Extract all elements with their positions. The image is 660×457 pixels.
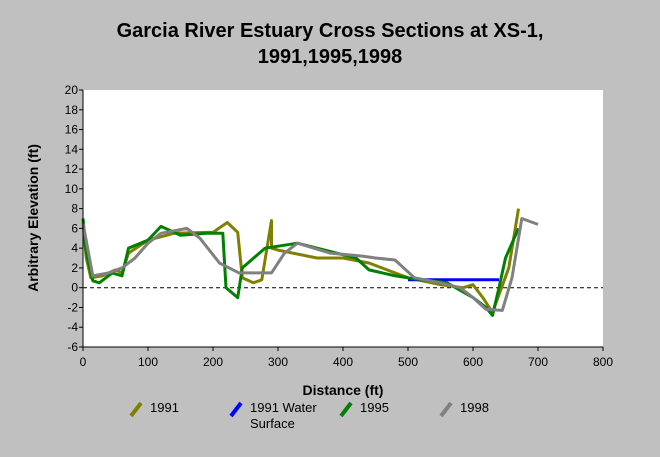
legend-swatch-1991-water-surface — [229, 401, 243, 418]
legend-label-1991: 1991 — [150, 400, 179, 415]
x-tick-label: 500 — [398, 355, 418, 369]
x-tick-label: 100 — [138, 355, 158, 369]
legend-item-1991-water-surface: 1991 Water Surface — [228, 400, 350, 432]
series-line-1991 — [81, 208, 520, 314]
chart-title-line-1: Garcia River Estuary Cross Sections at X… — [116, 20, 544, 42]
y-tick-label: 16 — [65, 123, 79, 137]
y-tick-label: 4 — [71, 241, 78, 255]
x-tick-label: 300 — [268, 355, 288, 369]
x-tick-label: 400 — [333, 355, 353, 369]
y-tick-label: -6 — [67, 340, 78, 354]
y-tick-label: 12 — [65, 162, 79, 176]
series-line-1998 — [81, 217, 539, 312]
legend-swatch-1991 — [129, 401, 143, 418]
y-tick-label: 10 — [65, 182, 79, 196]
legend-swatch-1995 — [339, 401, 353, 418]
y-tick-label: 0 — [71, 281, 78, 295]
x-tick-label: 0 — [80, 355, 87, 369]
y-tick-label: 18 — [65, 103, 79, 117]
legend-item-1991: 1991 — [128, 400, 260, 418]
legend-item-1995: 1995 — [338, 400, 470, 418]
x-axis-label: Distance (ft) — [303, 382, 384, 398]
x-tick-label: 700 — [528, 355, 548, 369]
legend-label-1991-water-surface: 1991 Water Surface — [250, 400, 317, 431]
x-tick-label: 800 — [593, 355, 613, 369]
y-tick-label: -4 — [67, 320, 78, 334]
chart-title: Garcia River Estuary Cross Sections at X… — [0, 18, 660, 70]
y-tick-label: -2 — [67, 300, 78, 314]
legend-label-1995: 1995 — [360, 400, 389, 415]
y-tick-label: 14 — [65, 142, 79, 156]
legend-swatch-1998 — [439, 401, 453, 418]
legend: 1991 1991 Water Surface 1995 1998 — [0, 400, 660, 450]
legend-item-1998: 1998 — [438, 400, 570, 418]
y-axis-label: Arbitrary Elevation (ft) — [25, 144, 41, 292]
y-tick-label: 20 — [65, 83, 79, 97]
legend-label-1998: 1998 — [460, 400, 489, 415]
x-tick-label: 200 — [203, 355, 223, 369]
x-tick-label: 600 — [463, 355, 483, 369]
chart-title-line-2: 1991,1995,1998 — [257, 46, 403, 68]
y-tick-label: 8 — [71, 202, 78, 216]
y-tick-label: 2 — [71, 261, 78, 275]
y-tick-label: 6 — [71, 221, 78, 235]
